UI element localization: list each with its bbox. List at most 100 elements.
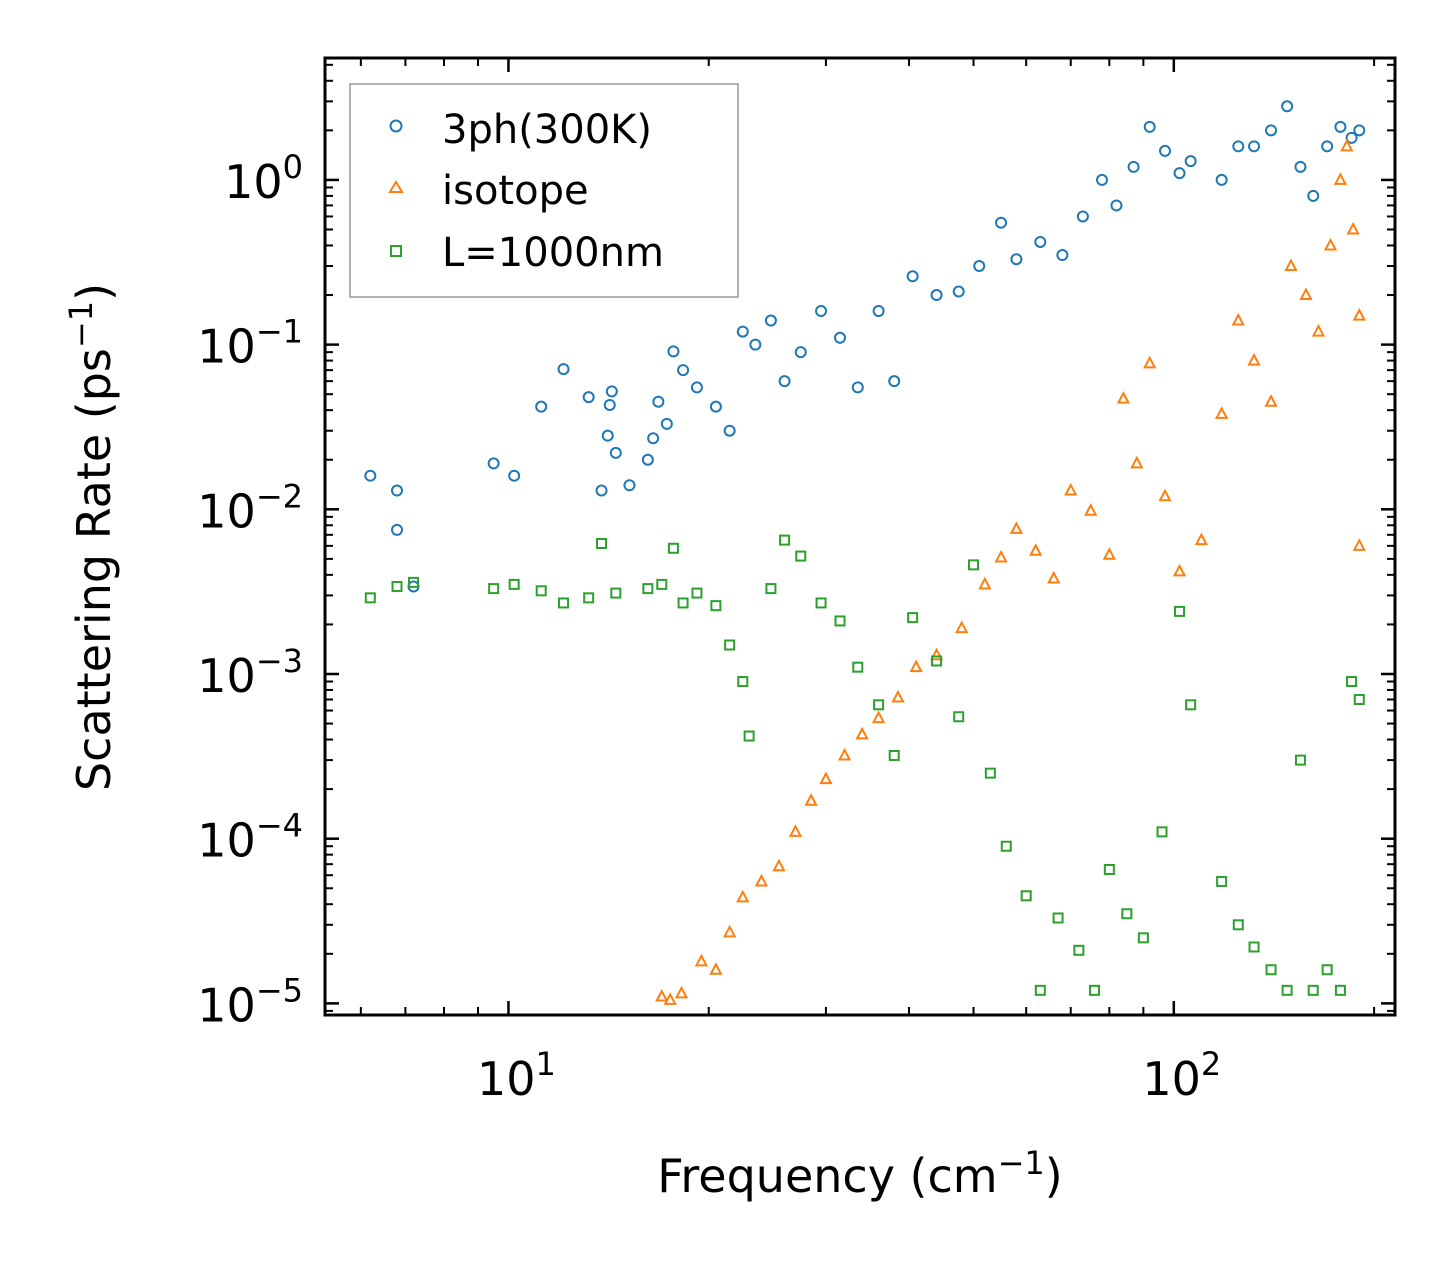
data-point [837,747,852,761]
data-point [667,345,680,358]
data-point [953,711,965,723]
y-axis-label-end: ) [67,283,121,301]
data-point [1311,323,1326,337]
data-point [955,620,969,634]
data-point [1089,984,1101,996]
data-point [1281,100,1294,113]
data-point [1116,390,1131,404]
data-point [1194,532,1209,546]
data-point [815,597,827,609]
data-point [610,587,622,599]
data-point [1158,488,1172,502]
x-tick-label: 102 [1142,1045,1221,1106]
data-point [1352,307,1366,321]
data-point [488,583,500,595]
data-point [1056,249,1069,262]
data-point [834,615,846,627]
data-point [1185,699,1197,711]
data-point [595,484,608,497]
data-point [888,375,901,388]
data-point [815,305,828,318]
data-point [1073,944,1085,956]
data-point [601,429,614,442]
data-point [1172,563,1187,577]
data-point [1076,210,1089,223]
tick-label-exponent: 1 [536,1045,556,1083]
data-point [1232,140,1245,153]
data-point [508,578,520,590]
data-point [1248,140,1261,153]
legend-marker-boundary [390,245,402,257]
data-point [677,597,689,609]
series-1 [655,138,1366,1005]
tick-label-base: 10 [197,649,256,703]
data-point [1156,826,1168,838]
data-point [583,592,595,604]
data-point [677,364,690,377]
data-point [724,639,736,651]
data-point [1231,312,1245,326]
data-point [1215,173,1228,186]
data-point [1103,863,1115,875]
series-2 [364,534,1365,996]
data-point [623,479,636,492]
data-point [1174,605,1186,617]
data-point [1214,406,1229,419]
data-point [743,730,755,742]
data-point [906,270,919,283]
data-point [535,400,548,413]
tick-label-exponent: −5 [256,971,303,1009]
data-point [1284,258,1298,272]
data-point [641,453,654,466]
data-point [1321,140,1334,153]
data-point [647,432,660,445]
y-axis-label-text: Scattering Rate (ps [67,348,121,791]
data-point [391,580,403,592]
data-point [605,385,618,398]
data-point [1352,538,1366,551]
y-axis-label: Scattering Rate (ps−1) [62,283,121,791]
data-point [1281,984,1293,996]
data-point [736,889,750,903]
data-point [1009,521,1024,534]
data-point [772,858,786,872]
data-point [408,576,420,588]
data-point [1143,355,1157,369]
tick-label-base: 10 [197,978,256,1032]
data-point [364,592,376,604]
x-axis-label: Frequency (cm−1) [657,1144,1062,1203]
data-point [694,953,709,967]
data-point [691,587,703,599]
data-point [930,289,943,302]
data-point [872,305,885,318]
data-point [851,381,864,394]
data-point [558,597,570,609]
data-point [1173,167,1186,180]
data-point [873,699,885,711]
legend-marker-3ph [389,119,403,133]
data-point [804,793,818,806]
data-point [1034,984,1046,996]
data-point [609,446,622,459]
tick-label-base: 10 [477,1052,536,1106]
data-point [722,924,737,938]
data-point [391,523,404,536]
data-point [596,537,608,549]
series-0 [364,100,1366,593]
data-point [819,771,833,785]
data-point [709,962,723,975]
data-point [1216,875,1228,887]
data-point [690,381,703,394]
data-point [557,363,570,376]
data-point [852,661,864,673]
data-point [871,710,886,724]
data-point [660,417,673,430]
y-tick-label: 100 [224,148,303,209]
data-point [968,559,980,571]
x-axis-label-text: Frequency (cm [657,1149,997,1203]
tick-label-exponent: −4 [256,807,303,845]
legend-label-3ph: 3ph(300K) [442,107,652,153]
data-point [778,375,791,388]
tick-label-base: 10 [1142,1052,1201,1106]
data-point [655,988,669,1002]
